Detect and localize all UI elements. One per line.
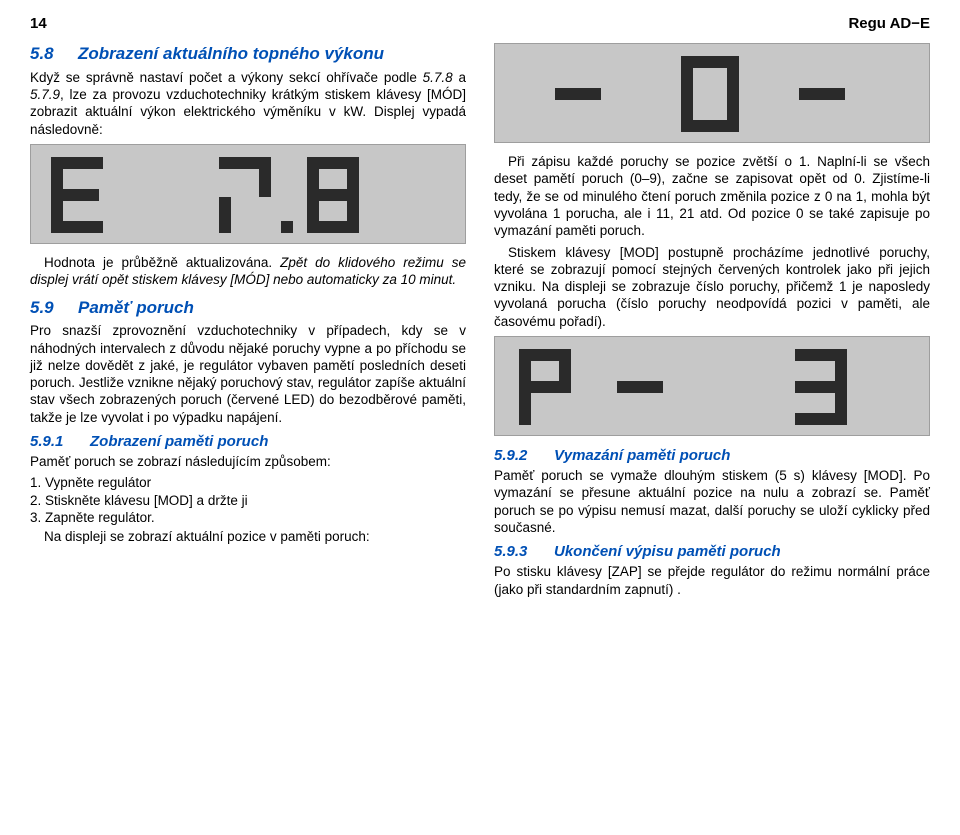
para-593-body: Po stisku klávesy [ZAP] se přejde regulá…: [494, 563, 930, 598]
heading-text: Zobrazení aktuálního topného výkonu: [78, 43, 384, 65]
step-3: 3. Zapněte regulátor.: [30, 509, 466, 526]
heading-5-9-1: 5.9.1 Zobrazení paměti poruch: [30, 432, 466, 451]
heading-text: Vymazání paměti poruch: [554, 446, 730, 465]
step-2: 2. Stiskněte klávesu [MOD] a držte ji: [30, 492, 466, 509]
heading-number: 5.8: [30, 43, 78, 65]
two-column-layout: 5.8 Zobrazení aktuálního topného výkonu …: [30, 43, 930, 602]
heading-5-9: 5.9 Paměť poruch: [30, 297, 466, 319]
lcd-display-e78: [30, 144, 466, 244]
heading-number: 5.9.2: [494, 446, 554, 465]
left-column: 5.8 Zobrazení aktuálního topného výkonu …: [30, 43, 466, 602]
lcd-display-dash0dash: [494, 43, 930, 143]
page-number: 14: [30, 14, 47, 33]
ref-578: 5.7.8: [423, 70, 453, 85]
heading-text: Paměť poruch: [78, 297, 194, 319]
para-58-note: Hodnota je průběžně aktualizována. Zpět …: [30, 254, 466, 289]
para-591-intro: Paměť poruch se zobrazí následujícím způ…: [30, 453, 466, 470]
para-position-explain: Při zápisu každé poruchy se pozice zvětš…: [494, 153, 930, 239]
doc-title: Regu AD−E: [848, 14, 930, 33]
right-column: Při zápisu každé poruchy se pozice zvětš…: [494, 43, 930, 602]
text-run: Když se správně nastaví počet a výkony s…: [30, 70, 423, 85]
para-592-body: Paměť poruch se vymaže dlouhým stiskem (…: [494, 467, 930, 536]
para-58-intro: Když se správně nastaví počet a výkony s…: [30, 69, 466, 138]
para-591-result: Na displeji se zobrazí aktuální pozice v…: [30, 528, 466, 545]
heading-number: 5.9.1: [30, 432, 90, 451]
heading-number: 5.9: [30, 297, 78, 319]
ref-579: 5.7.9: [30, 87, 60, 102]
para-59-body: Pro snazší zprovoznění vzduchotechniky v…: [30, 322, 466, 426]
para-mod-browse: Stiskem klávesy [MOD] postupně procházím…: [494, 244, 930, 330]
heading-5-8: 5.8 Zobrazení aktuálního topného výkonu: [30, 43, 466, 65]
heading-number: 5.9.3: [494, 542, 554, 561]
heading-text: Ukončení výpisu paměti poruch: [554, 542, 781, 561]
heading-5-9-3: 5.9.3 Ukončení výpisu paměti poruch: [494, 542, 930, 561]
step-1: 1. Vypněte regulátor: [30, 474, 466, 491]
text-run: Hodnota je průběžně aktualizována.: [44, 255, 280, 270]
heading-5-9-2: 5.9.2 Vymazání paměti poruch: [494, 446, 930, 465]
text-run: , lze za provozu vzduchotechniky krátkým…: [30, 87, 466, 137]
page-header: 14 Regu AD−E: [30, 14, 930, 33]
heading-text: Zobrazení paměti poruch: [90, 432, 268, 451]
text-run: a: [453, 70, 466, 85]
lcd-display-p-3: [494, 336, 930, 436]
